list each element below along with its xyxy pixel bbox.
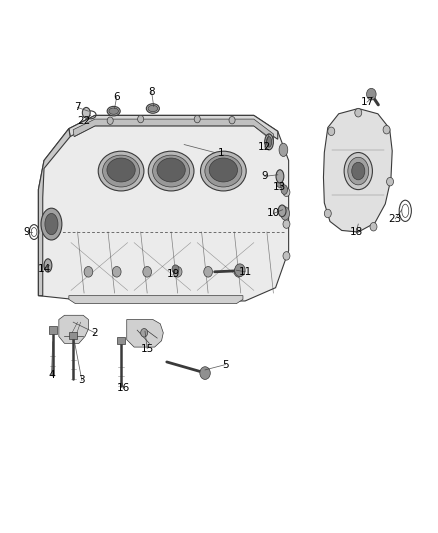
Circle shape	[204, 266, 212, 277]
Circle shape	[387, 177, 393, 186]
Circle shape	[113, 266, 121, 277]
Text: 3: 3	[78, 375, 85, 385]
Text: 13: 13	[273, 182, 286, 192]
Circle shape	[235, 264, 245, 277]
Circle shape	[328, 127, 335, 135]
Ellipse shape	[281, 185, 288, 195]
Polygon shape	[323, 109, 392, 232]
Polygon shape	[127, 319, 163, 347]
Circle shape	[143, 266, 152, 277]
Circle shape	[283, 220, 290, 228]
Ellipse shape	[157, 158, 185, 182]
Text: 1: 1	[218, 148, 225, 158]
FancyBboxPatch shape	[49, 326, 57, 334]
Text: 14: 14	[38, 264, 52, 274]
Circle shape	[229, 116, 235, 124]
Polygon shape	[39, 115, 289, 301]
Ellipse shape	[352, 163, 365, 180]
Circle shape	[194, 115, 200, 123]
Ellipse shape	[277, 181, 283, 188]
Text: 6: 6	[113, 92, 120, 102]
Ellipse shape	[41, 208, 62, 240]
Ellipse shape	[102, 155, 140, 187]
Circle shape	[141, 328, 148, 337]
Ellipse shape	[209, 158, 237, 182]
Circle shape	[370, 222, 377, 231]
Ellipse shape	[205, 155, 242, 187]
Text: 15: 15	[141, 344, 154, 354]
Circle shape	[234, 266, 243, 277]
FancyBboxPatch shape	[117, 337, 125, 344]
Ellipse shape	[82, 108, 90, 118]
Text: 22: 22	[78, 116, 91, 126]
Circle shape	[367, 88, 376, 100]
Text: 9: 9	[23, 227, 30, 237]
Text: 17: 17	[360, 97, 374, 107]
Text: 16: 16	[117, 383, 130, 393]
Text: 19: 19	[167, 270, 180, 279]
Ellipse shape	[44, 259, 52, 272]
Ellipse shape	[278, 205, 286, 216]
Ellipse shape	[107, 158, 135, 182]
Circle shape	[172, 265, 179, 273]
Ellipse shape	[344, 152, 372, 190]
Polygon shape	[69, 115, 278, 139]
Ellipse shape	[265, 134, 273, 150]
Ellipse shape	[148, 151, 194, 191]
Circle shape	[138, 115, 144, 123]
Circle shape	[283, 188, 290, 197]
Text: 9: 9	[261, 172, 268, 181]
Ellipse shape	[281, 207, 290, 220]
Circle shape	[283, 252, 290, 260]
Circle shape	[383, 125, 390, 134]
Text: 2: 2	[92, 328, 98, 338]
Circle shape	[324, 209, 331, 217]
Polygon shape	[73, 119, 273, 140]
Polygon shape	[59, 316, 88, 343]
Ellipse shape	[152, 155, 190, 187]
Ellipse shape	[348, 157, 369, 185]
Circle shape	[84, 266, 93, 277]
Ellipse shape	[107, 107, 120, 116]
Ellipse shape	[201, 151, 246, 191]
Ellipse shape	[45, 214, 58, 235]
Polygon shape	[39, 128, 70, 296]
Ellipse shape	[146, 104, 159, 114]
Text: 4: 4	[48, 370, 55, 380]
Text: 8: 8	[148, 86, 155, 96]
Ellipse shape	[279, 143, 288, 157]
Polygon shape	[69, 296, 243, 304]
Text: 10: 10	[267, 208, 280, 219]
Ellipse shape	[148, 106, 158, 112]
Ellipse shape	[109, 108, 118, 114]
Text: 12: 12	[258, 142, 271, 152]
Text: 5: 5	[222, 360, 229, 369]
Circle shape	[107, 117, 113, 124]
Circle shape	[200, 367, 210, 379]
Ellipse shape	[276, 169, 284, 183]
Circle shape	[173, 266, 182, 277]
Text: 7: 7	[74, 102, 81, 112]
Text: 11: 11	[238, 267, 252, 277]
Ellipse shape	[266, 136, 272, 147]
Text: 23: 23	[389, 214, 402, 224]
FancyBboxPatch shape	[69, 332, 77, 339]
Text: 18: 18	[350, 227, 363, 237]
Ellipse shape	[98, 151, 144, 191]
Circle shape	[355, 109, 362, 117]
